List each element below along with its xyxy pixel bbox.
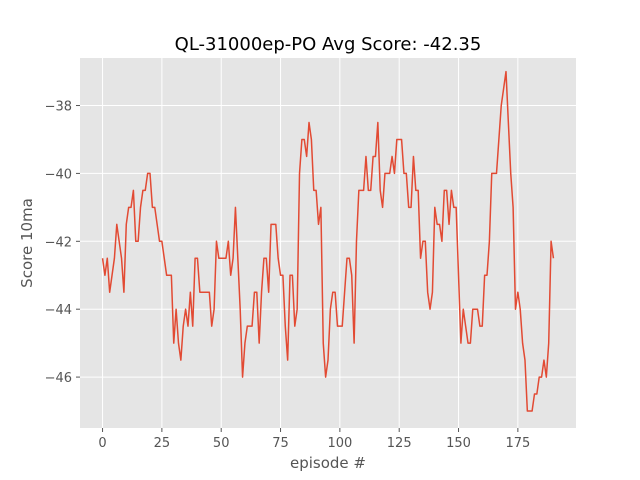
x-ticks: 0 25 50 75 100 125 150 175: [98, 428, 530, 451]
x-tick-label: 175: [505, 436, 530, 451]
y-tick-label: −44: [45, 303, 72, 318]
y-tick-label: −46: [45, 371, 72, 386]
plot-background: [80, 58, 576, 428]
y-tick-label: −40: [45, 167, 72, 182]
x-tick-label: 50: [213, 436, 230, 451]
x-tick-label: 150: [446, 436, 471, 451]
y-tick-label: −42: [45, 235, 72, 250]
x-tick-label: 125: [387, 436, 412, 451]
x-tick-label: 0: [98, 436, 106, 451]
y-tick-label: −38: [45, 100, 72, 115]
x-axis-label: episode #: [290, 454, 366, 472]
grid: [80, 58, 576, 428]
y-axis-label: Score 10ma: [18, 198, 36, 288]
x-tick-label: 75: [272, 436, 289, 451]
y-ticks: −46 −44 −42 −40 −38: [45, 100, 80, 386]
chart-title: QL-31000ep-PO Avg Score: -42.35: [175, 34, 482, 55]
series-group: [101, 70, 555, 412]
x-tick-label: 25: [154, 436, 171, 451]
series-line: [101, 70, 555, 412]
x-tick-label: 100: [327, 436, 352, 451]
